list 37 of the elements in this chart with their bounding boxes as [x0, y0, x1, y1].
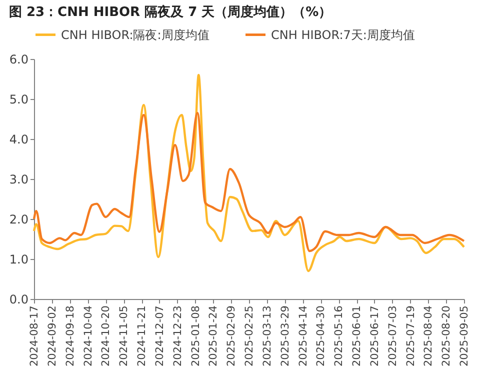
x-tick-label: 2024-11-05 [118, 306, 130, 367]
x-tick-label: 2025-01-24 [208, 305, 220, 367]
x-tick-label: 2025-02-09 [226, 306, 238, 367]
x-tick-label: 2025-06-01 [351, 306, 363, 367]
x-tick-label: 2025-04-14 [297, 305, 310, 367]
x-tick-label: 2025-07-03 [386, 306, 399, 367]
legend-label: CNH HIBOR:7天:周度均值 [271, 28, 415, 42]
x-tick-label: 2025-03-13 [261, 306, 274, 367]
x-tick-label: 2025-04-30 [315, 306, 328, 367]
x-tick-label: 2024-10-04 [82, 305, 94, 367]
y-tick-label: 1.0 [9, 252, 28, 266]
x-tick-label: 2024-09-18 [64, 306, 76, 367]
y-tick-label: 4.0 [9, 132, 28, 146]
y-tick-label: 3.0 [9, 172, 28, 186]
x-tick-label: 2024-09-02 [46, 306, 58, 367]
x-tick-label: 2025-02-25 [244, 306, 256, 367]
legend-label: CNH HIBOR:隔夜:周度均值 [61, 28, 210, 42]
chart-title: 图 23：CNH HIBOR 隔夜及 7 天（周度均值）（%） [8, 4, 332, 20]
x-tick-label: 2024-08-17 [28, 306, 40, 367]
y-tick-label: 0.0 [9, 292, 28, 306]
x-tick-label: 2025-07-19 [404, 306, 417, 367]
x-tick-label: 2025-09-05 [458, 306, 470, 367]
x-tick-label: 2025-08-20 [440, 306, 453, 367]
x-tick-label: 2025-01-08 [190, 306, 202, 367]
y-tick-label: 2.0 [9, 212, 28, 226]
x-tick-label: 2024-12-23 [172, 306, 184, 367]
x-tick-label: 2024-10-20 [100, 306, 112, 367]
line-series [32, 112, 466, 252]
x-tick-label: 2025-05-16 [333, 305, 346, 367]
line-series [32, 74, 466, 272]
x-tick-label: 2025-03-29 [279, 306, 292, 367]
y-tick-label: 6.0 [9, 52, 28, 66]
x-tick-label: 2024-11-21 [136, 306, 148, 367]
x-tick-label: 2025-06-17 [368, 306, 381, 367]
x-tick-label: 2024-12-07 [154, 306, 166, 367]
y-tick-label: 5.0 [9, 92, 28, 106]
x-tick-label: 2025-08-04 [422, 305, 435, 367]
